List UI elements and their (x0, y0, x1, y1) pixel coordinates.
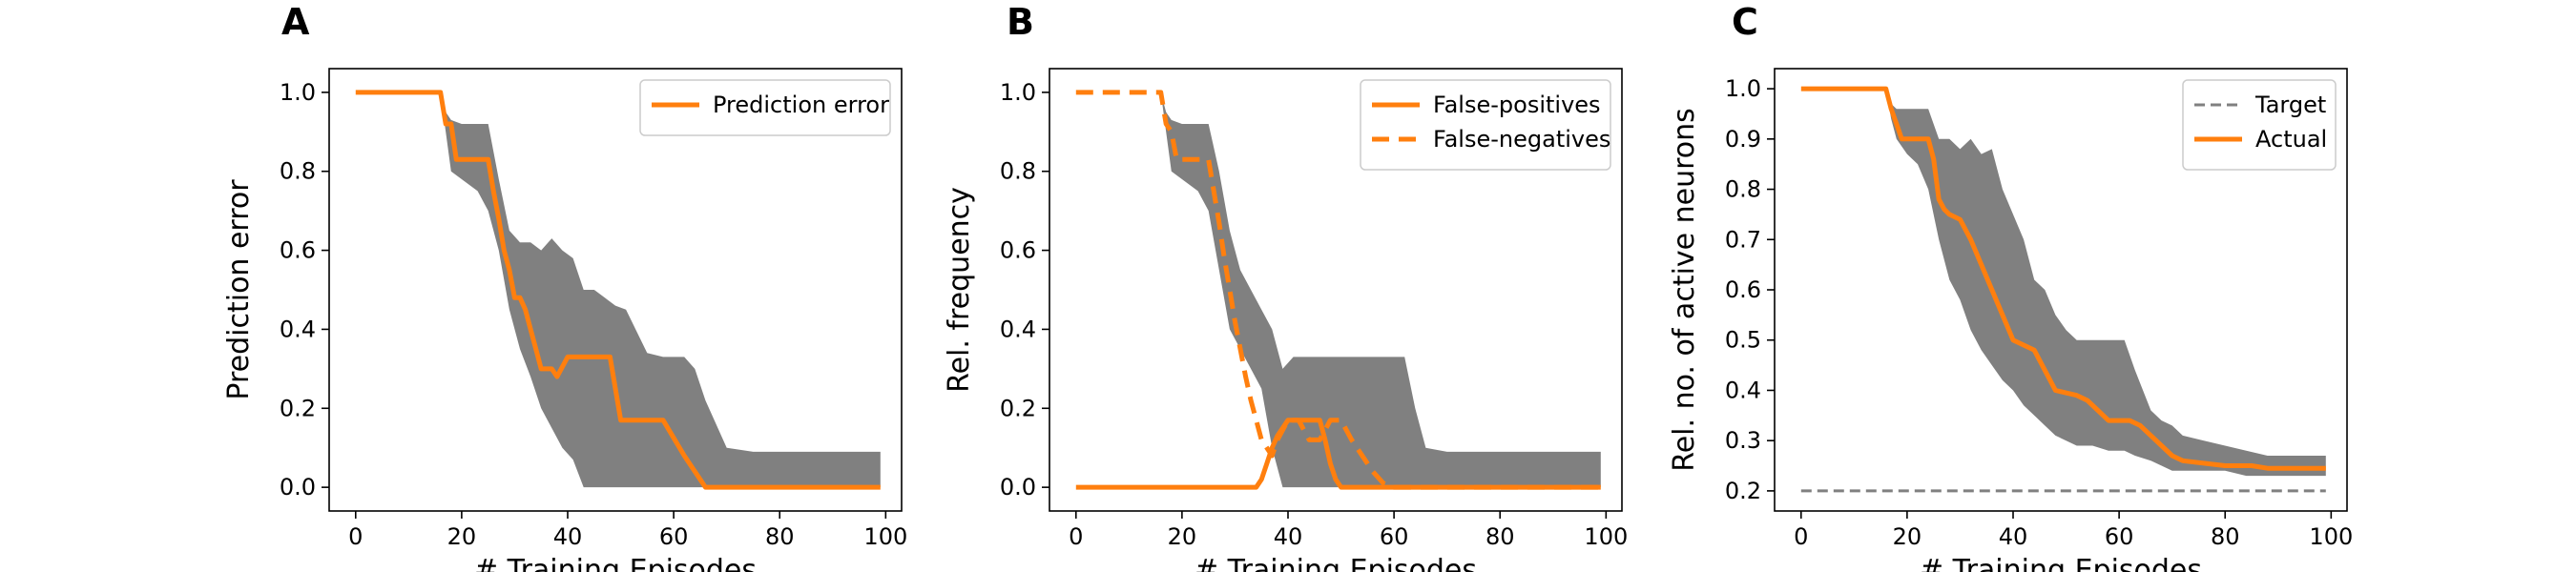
legend-label: Prediction error (713, 92, 889, 118)
series-line-actual (1800, 86, 2326, 471)
x-tick-label: 100 (863, 523, 907, 550)
x-tick-label: 40 (553, 523, 583, 550)
y-tick-label: 0.4 (1000, 316, 1036, 342)
y-tick-label: 0.5 (1725, 327, 1761, 354)
x-tick-label: 80 (1485, 523, 1515, 550)
y-tick-label: 0.2 (1000, 395, 1036, 421)
x-tick-label: 0 (1069, 523, 1083, 550)
series-line-prediction-error (355, 90, 881, 490)
legend: Target Actual (2182, 79, 2337, 171)
y-tick-label: 0.2 (1725, 478, 1761, 504)
x-tick-label: 0 (1794, 523, 1808, 550)
legend-label: False-negatives (1433, 126, 1610, 153)
legend-label: False-positives (1433, 92, 1601, 118)
legend-label: Target (2254, 92, 2326, 118)
y-axis-label: Rel. frequency (943, 187, 976, 393)
y-tick-label: 0.8 (280, 158, 316, 185)
y-tick-label: 0.2 (280, 395, 316, 421)
y-tick-label: 0.4 (280, 316, 316, 342)
axes-frame (1049, 68, 1623, 512)
y-tick-label: 1.0 (1725, 75, 1761, 102)
y-tick-label: 0.7 (1725, 226, 1761, 253)
legend-label: Actual (2255, 126, 2327, 153)
y-tick-label: 0.6 (280, 237, 316, 264)
y-axis-label: Rel. no. of active neurons (1668, 108, 1701, 472)
y-tick-label: 0.0 (280, 474, 316, 500)
x-axis-label: # Training Episodes (1920, 554, 2202, 572)
x-tick-label: 60 (2105, 523, 2134, 550)
panel-c: 0 20 40 60 80 100 0.2 0.3 0.4 0.5 0.6 0.7 0.8 0.9 1.0 #… (1668, 1, 2353, 572)
y-tick-label: 0.8 (1000, 158, 1036, 185)
x-axis-label: # Training Episodes (1195, 554, 1477, 572)
variance-band (1800, 89, 2326, 477)
x-axis-label: # Training Episodes (474, 554, 757, 572)
y-tick-label: 0.3 (1725, 427, 1761, 454)
y-tick-label: 0.9 (1725, 126, 1761, 153)
y-axis-label: Prediction error (222, 179, 256, 400)
x-tick-label: 40 (1999, 523, 2028, 550)
x-tick-label: 80 (2211, 523, 2240, 550)
x-tick-label: 60 (659, 523, 689, 550)
panel-letter: B (1007, 1, 1034, 43)
x-tick-label: 20 (447, 523, 477, 550)
legend: Prediction error (639, 79, 891, 136)
variance-band (1075, 92, 1601, 488)
y-tick-label: 0.4 (1725, 377, 1761, 403)
panel-letter: C (1732, 1, 1758, 43)
legend: False-positives False-negatives (1360, 79, 1611, 171)
x-tick-label: 40 (1274, 523, 1303, 550)
x-tick-label: 20 (1893, 523, 1922, 550)
y-tick-label: 1.0 (280, 79, 316, 106)
legend-box (2182, 79, 2337, 171)
legend-box (1360, 79, 1611, 171)
series-line-false-negatives (1075, 90, 1601, 490)
x-tick-label: 60 (1380, 523, 1409, 550)
y-tick-label: 0.8 (1725, 176, 1761, 203)
x-tick-label: 0 (348, 523, 363, 550)
series-line-false-positives (1075, 418, 1601, 490)
x-tick-label: 100 (2309, 523, 2353, 550)
panel-a: 0 20 40 60 80 100 0.0 0.2 0.4 0.6 0.8 1.0 # Training… (222, 1, 907, 572)
axes-frame (328, 68, 903, 512)
y-tick-label: 0.0 (1000, 474, 1036, 500)
legend-box (639, 79, 891, 136)
x-tick-label: 100 (1584, 523, 1628, 550)
y-tick-label: 0.6 (1000, 237, 1036, 264)
y-tick-label: 1.0 (1000, 79, 1036, 106)
panel-letter: A (281, 1, 310, 43)
panel-b: 0 20 40 60 80 100 0.0 0.2 0.4 0.6 0.8 1.0 # Training… (943, 1, 1628, 572)
x-tick-label: 20 (1168, 523, 1197, 550)
variance-band (355, 92, 881, 488)
y-tick-label: 0.6 (1725, 276, 1761, 303)
x-tick-label: 80 (765, 523, 795, 550)
